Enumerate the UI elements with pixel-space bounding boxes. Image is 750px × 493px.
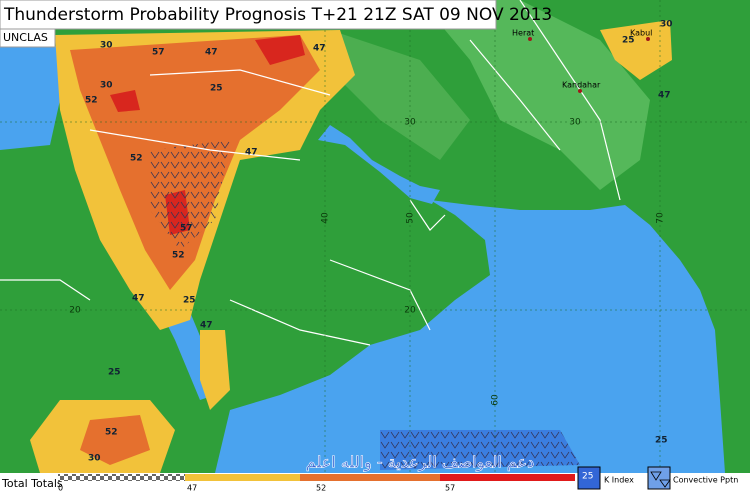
legend-scale-label: 52 [316, 484, 326, 493]
city-label: Herat [512, 29, 534, 38]
contour-label: 25 [622, 36, 635, 46]
contour-label: 47 [313, 44, 326, 54]
contour-label: 52 [105, 428, 118, 438]
graticule-label: 50 [406, 212, 416, 224]
legend-swatch [300, 474, 440, 481]
highlands [420, 0, 650, 190]
legend-scale-label: 0 [58, 484, 63, 493]
convective-icon [650, 471, 671, 488]
contour-label: 52 [172, 251, 185, 261]
contour-label: 57 [180, 224, 193, 234]
legend-swatch [58, 474, 185, 481]
city-dot [646, 37, 650, 41]
legend-scale-label: 57 [445, 484, 455, 493]
legend-scale-label: 47 [187, 484, 197, 493]
contour-label: 30 [660, 20, 673, 30]
contour-label: 30 [88, 454, 101, 464]
graticule-label: 30 [404, 118, 416, 128]
k-index-label: K Index [604, 476, 634, 485]
contour-label: 25 [210, 84, 223, 94]
title: Thunderstorm Probability Prognosis T+21 … [3, 5, 552, 25]
graticule [0, 0, 750, 473]
classification-box [0, 28, 56, 48]
contour-label: 25 [108, 368, 121, 378]
graticule-label: 30 [569, 118, 581, 128]
contour-label: 47 [205, 48, 218, 58]
contour-label: 47 [658, 91, 671, 101]
graticule-label: 40 [321, 212, 331, 224]
convective-label: Convective Pptn [673, 476, 738, 485]
city-dot [578, 89, 582, 93]
legend-swatch [185, 474, 300, 481]
contour-label: 52 [85, 96, 98, 106]
contour-label: 25 [183, 296, 196, 306]
contour-label: 47 [245, 148, 258, 158]
city-dot [528, 37, 532, 41]
contour-label: 30 [100, 81, 113, 91]
city-label: Kabul [630, 29, 652, 38]
contour-label: 30 [100, 41, 113, 51]
graticule-label: 20 [69, 306, 81, 316]
watermark: دعم العواصف الرعدية - والله اعلم [306, 453, 534, 473]
graticule-label: 60 [491, 394, 501, 406]
legend-title: Total Totals [1, 477, 63, 490]
convective-swatch [647, 466, 671, 490]
title-box [0, 0, 497, 30]
storm-probability [30, 20, 672, 473]
contour-label: 47 [200, 321, 213, 331]
k-index-sample: 25 [582, 472, 593, 482]
contour-label: 47 [132, 294, 145, 304]
contour-label: 57 [152, 48, 165, 58]
city-label: Kandahar [562, 81, 601, 90]
highlands [330, 30, 470, 160]
k-index-swatch [577, 466, 601, 490]
graticule-label: 20 [404, 306, 416, 316]
contour-label: 52 [130, 154, 143, 164]
classification: UNCLAS [3, 31, 48, 44]
contour-label: 25 [655, 436, 668, 446]
legend-swatch [440, 474, 575, 481]
graticule-label: 70 [656, 212, 666, 224]
